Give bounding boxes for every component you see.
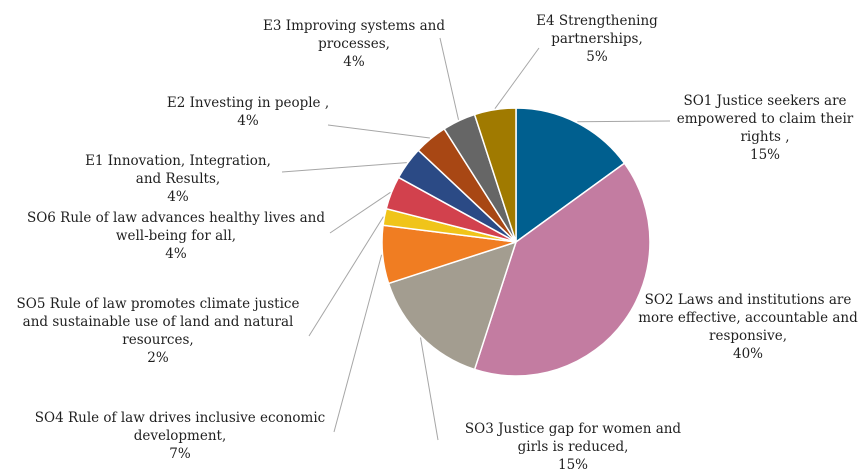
slice-label-line: SO5 Rule of law promotes climate justice	[17, 296, 300, 312]
slice-labels: SO1 Justice seekers are empowered to clai…	[17, 13, 859, 473]
slice-label-line: 4%	[167, 189, 189, 205]
slice-label-line: 4%	[165, 246, 187, 262]
pie-slice-1	[515, 107, 626, 244]
slice-label-line: 40%	[733, 346, 763, 362]
slice-label-1: SO1 Justice seekers are empowered to clai…	[677, 93, 854, 163]
slice-label-line: 15%	[558, 457, 588, 473]
slice-label-6: SO6 Rule of law advances healthy lives a…	[27, 210, 325, 262]
pie-slice-10	[473, 107, 517, 243]
slice-label-5: SO5 Rule of law promotes climate justice…	[17, 296, 300, 366]
slice-label-line: more effective, accountable and	[638, 310, 858, 326]
slice-label-line: development,	[134, 428, 227, 444]
leader-line-3	[420, 337, 439, 441]
slice-label-7: E1 Innovation, Integration, and Results, 4…	[85, 153, 271, 205]
slice-label-line: rights ,	[740, 129, 789, 145]
slice-label-line: E4 Strengthening	[536, 13, 658, 29]
slice-label-line: processes,	[318, 36, 390, 52]
leader-lines	[281, 37, 671, 441]
slice-label-line: SO3 Justice gap for women and	[465, 421, 682, 437]
slice-label-line: partnerships,	[551, 31, 643, 47]
slice-label-line: resources,	[122, 332, 193, 348]
leader-line-5	[308, 216, 384, 337]
slice-label-9: E3 Improving systems and processes, 4%	[263, 18, 445, 70]
slice-label-line: 4%	[237, 113, 259, 129]
slice-label-line: SO2 Laws and institutions are	[645, 292, 852, 308]
slice-label-line: 2%	[147, 350, 169, 366]
slice-label-line: 7%	[169, 446, 191, 462]
slice-label-3: SO3 Justice gap for women and girls is re…	[465, 421, 682, 473]
slice-label-8: E2 Investing in people , 4%	[167, 95, 329, 129]
pie-slice-3	[387, 240, 518, 371]
leader-line-6	[329, 191, 391, 234]
slice-label-line: E3 Improving systems and	[263, 18, 445, 34]
slice-label-line: responsive,	[709, 328, 787, 344]
slice-label-line: girls is reduced,	[518, 439, 629, 455]
leader-line-8	[327, 124, 430, 139]
slice-label-line: and Results,	[136, 171, 220, 187]
leader-line-7	[281, 162, 407, 173]
slice-label-line: SO6 Rule of law advances healthy lives a…	[27, 210, 325, 226]
slice-label-line: empowered to claim their	[677, 111, 854, 127]
pie-slices	[381, 107, 651, 377]
slice-label-line: 4%	[343, 54, 365, 70]
slice-label-2: SO2 Laws and institutions are more effect…	[638, 292, 858, 362]
slice-label-line: E1 Innovation, Integration,	[85, 153, 271, 169]
slice-label-line: and sustainable use of land and natural	[23, 314, 294, 330]
slice-label-line: well-being for all,	[116, 228, 236, 244]
leader-line-10	[494, 47, 540, 109]
slice-label-line: SO1 Justice seekers are	[683, 93, 846, 109]
leader-line-9	[439, 37, 459, 120]
slice-label-line: E2 Investing in people ,	[167, 95, 329, 111]
slice-label-10: E4 Strengthening partnerships, 5%	[536, 13, 658, 65]
slice-label-4: SO4 Rule of law drives inclusive economi…	[35, 410, 325, 462]
slice-label-line: SO4 Rule of law drives inclusive economi…	[35, 410, 325, 426]
pie-slice-2	[473, 162, 651, 377]
slice-label-line: 5%	[586, 49, 608, 65]
leader-line-4	[333, 254, 383, 433]
slice-label-line: 15%	[750, 147, 780, 163]
leader-line-1	[577, 120, 671, 123]
